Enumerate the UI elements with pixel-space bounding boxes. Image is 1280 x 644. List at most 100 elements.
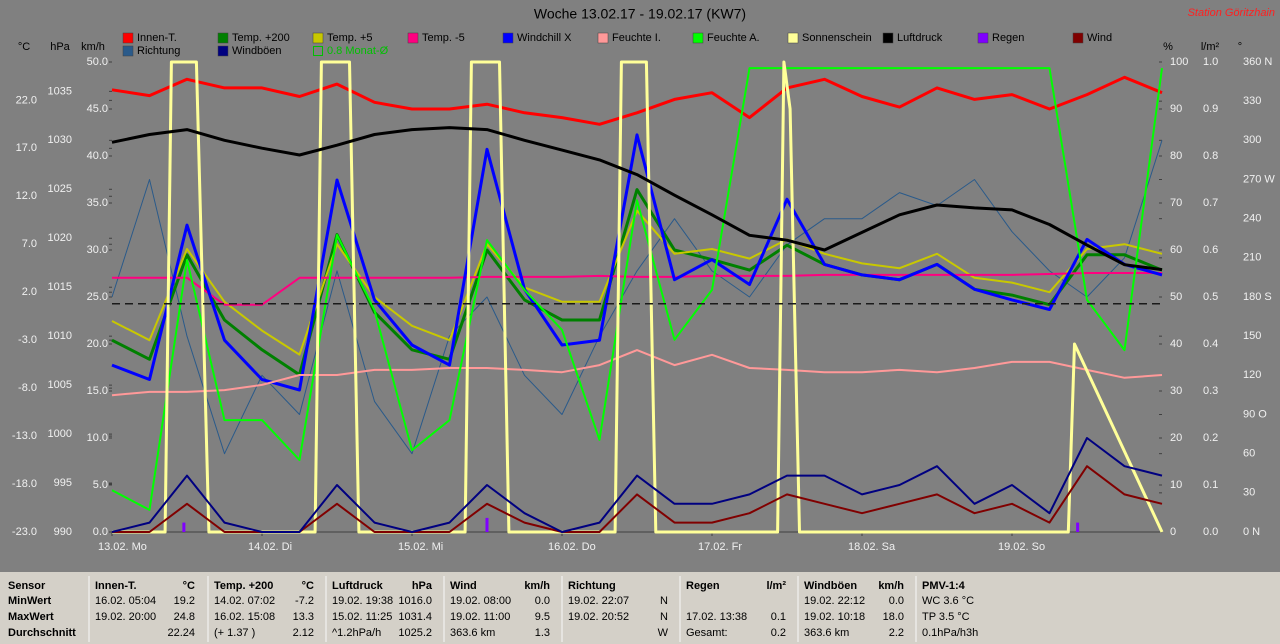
cell-time: 19.02. 08:00 <box>450 595 511 607</box>
table-background <box>0 572 1280 644</box>
y-tick-label: 1.0 <box>1203 56 1218 68</box>
cell-time: 19.02. 22:07 <box>568 595 629 607</box>
cell-value: 9.5 <box>535 611 550 623</box>
series-line <box>111 140 1163 455</box>
group-title: Temp. +200 <box>214 580 273 592</box>
y-tick-label: 360 N <box>1243 56 1272 68</box>
cell-time: 19.02. 22:12 <box>804 595 865 607</box>
x-tick-label: 18.02. Sa <box>848 541 896 553</box>
cell-time: 15.02. 11:25 <box>332 611 392 623</box>
legend-swatch <box>1072 32 1084 44</box>
cell-time: 16.02. 05:04 <box>95 595 156 607</box>
y-tick-label: 300 <box>1243 134 1261 146</box>
rain-bar <box>1076 522 1080 532</box>
cell-value: 2.2 <box>889 627 904 639</box>
legend-label: Wind <box>1087 32 1112 44</box>
y-tick-label: 1005 <box>48 379 72 391</box>
legend-swatch <box>122 32 134 44</box>
y-tick-label: 15.0 <box>87 385 108 397</box>
y-tick-label: 0.5 <box>1203 291 1218 303</box>
group-title: Richtung <box>568 580 616 592</box>
y-tick-label: -8.0 <box>18 382 37 394</box>
group-title: Windböen <box>804 580 857 592</box>
legend-swatch <box>692 32 704 44</box>
legend-label: Innen-T. <box>137 32 177 44</box>
y-tick-label: 10.0 <box>87 432 108 444</box>
cell-time: Gesamt: <box>686 627 728 639</box>
cell-value: 0.0 <box>535 595 550 607</box>
x-tick-label: 15.02. Mi <box>398 541 443 553</box>
y-tick-label: 995 <box>54 477 72 489</box>
x-tick-label: 17.02. Fr <box>698 541 742 553</box>
legend-swatch <box>312 32 324 44</box>
group-title: Luftdruck <box>332 580 384 592</box>
legend-swatch <box>217 45 229 57</box>
legend-label: Luftdruck <box>897 32 943 44</box>
cell-value: 22.24 <box>167 627 195 639</box>
legend-label: Sonnenschein <box>802 32 872 44</box>
y-tick-label: -18.0 <box>12 478 37 490</box>
row-label: MinWert <box>8 595 52 607</box>
y-tick-label: 0.9 <box>1203 103 1218 115</box>
cell-value: 0.2 <box>771 627 786 639</box>
x-tick-label: 14.02. Di <box>248 541 292 553</box>
cell-time: 16.02. 15:08 <box>214 611 275 623</box>
y-tick-label: 0.8 <box>1203 150 1218 162</box>
x-tick-label: 16.02. Do <box>548 541 596 553</box>
legend-label: 0.8 Monat-Ø <box>327 45 389 57</box>
group-unit: hPa <box>412 580 433 592</box>
legend-label: Windchill X <box>517 32 572 44</box>
legend-label: Feuchte I. <box>612 32 661 44</box>
y-tick-label: 45.0 <box>87 103 108 115</box>
y-tick-label: 90 O <box>1243 408 1267 420</box>
chart-title: Woche 13.02.17 - 19.02.17 (KW7) <box>534 6 746 22</box>
y-tick-label: 60 <box>1170 244 1182 256</box>
series-line <box>111 209 1163 356</box>
y-tick-label: 50.0 <box>87 56 108 68</box>
cell-time: 19.02. 20:00 <box>95 611 156 623</box>
series-line <box>111 75 1163 126</box>
cell-time: 19.02. 11:00 <box>450 611 510 623</box>
y-tick-label: 0.0 <box>1203 526 1218 538</box>
y-tick-label: 80 <box>1170 150 1182 162</box>
y-tick-label: 35.0 <box>87 197 108 209</box>
group-title: PMV-1:4 <box>922 580 966 592</box>
y-tick-label: 240 <box>1243 213 1261 225</box>
cell-time: 19.02. 20:52 <box>568 611 629 623</box>
y-tick-label: 1010 <box>48 330 72 342</box>
y-tick-label: 0.2 <box>1203 432 1218 444</box>
y-tick-label: 0.0 <box>93 526 108 538</box>
y-tick-label: 17.0 <box>16 142 37 154</box>
y-tick-label: 270 W <box>1243 173 1275 185</box>
y-tick-label: 0.4 <box>1203 338 1218 350</box>
y-tick-label: 25.0 <box>87 291 108 303</box>
y-tick-label: -23.0 <box>12 526 37 538</box>
y-tick-label: 30 <box>1170 385 1182 397</box>
cell-value: -7.2 <box>295 595 314 607</box>
y-tick-label: 40 <box>1170 338 1182 350</box>
y-tick-label: 1015 <box>48 281 72 293</box>
y-tick-label: 1035 <box>48 85 72 97</box>
y-tick-label: 7.0 <box>22 238 37 250</box>
y-tick-label: 2.0 <box>22 286 37 298</box>
row-label: Sensor <box>8 580 46 592</box>
legend-swatch <box>217 32 229 44</box>
y-tick-label: 0.3 <box>1203 385 1218 397</box>
y-tick-label: 100 <box>1170 56 1188 68</box>
row-label: MaxWert <box>8 611 54 623</box>
group-unit: km/h <box>524 580 550 592</box>
group-title: Innen-T. <box>95 580 137 592</box>
axis-unit: °C <box>18 41 30 53</box>
group-unit: °C <box>183 580 195 592</box>
cell-time: (+ 1.37 ) <box>214 627 255 639</box>
cell-time: TP 3.5 °C <box>922 611 970 623</box>
cell-time: WC 3.6 °C <box>922 595 974 607</box>
y-tick-label: 210 <box>1243 252 1261 264</box>
axis-unit: ° <box>1238 41 1242 53</box>
y-tick-label: 0.7 <box>1203 197 1218 209</box>
legend-label: Regen <box>992 32 1024 44</box>
y-tick-label: 5.0 <box>93 479 108 491</box>
y-tick-label: 1030 <box>48 134 72 146</box>
cell-value: 1031.4 <box>398 611 432 623</box>
